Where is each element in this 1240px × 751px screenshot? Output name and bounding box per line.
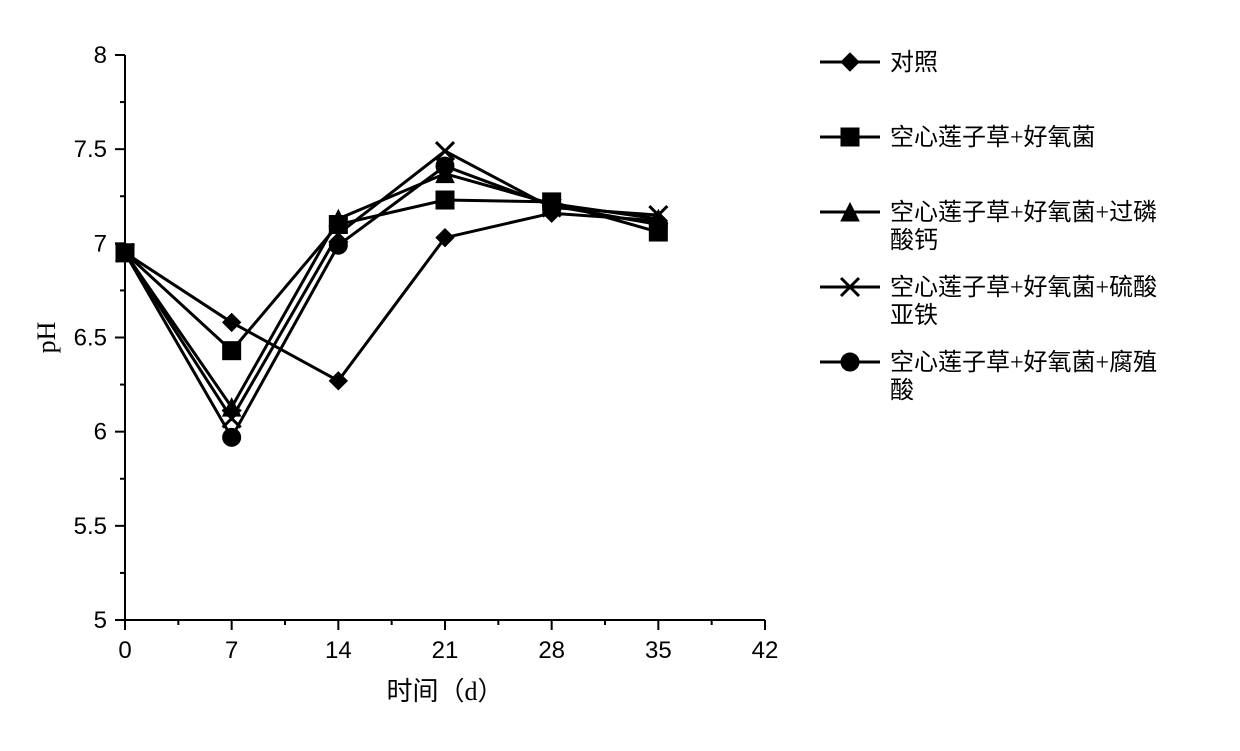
y-tick-label: 8 (94, 42, 107, 69)
x-tick-label: 14 (325, 637, 352, 664)
x-tick-label: 42 (752, 637, 779, 664)
y-tick-label: 6.5 (74, 325, 107, 352)
y-axis-title: pH (32, 321, 61, 353)
y-tick-label: 7 (94, 230, 107, 257)
x-tick-label: 0 (118, 637, 131, 664)
y-tick-label: 7.5 (74, 136, 107, 163)
x-axis-title: 时间（d） (386, 677, 503, 706)
x-tick-label: 21 (432, 637, 459, 664)
x-tick-label: 35 (645, 637, 672, 664)
ph-time-line-chart: 0 7 14 21 28 35 42 时间（d） 5 5.5 6 6.5 7 7.5 8 pH 对照空心莲子草+… (0, 0, 1240, 751)
y-tick-label: 5 (94, 607, 107, 634)
legend-label: 酸 (890, 377, 914, 404)
legend-label: 空心莲子草+好氧菌 (890, 124, 1096, 151)
legend-label: 亚铁 (890, 302, 938, 329)
legend-label: 对照 (890, 49, 938, 76)
legend-label: 空心莲子草+好氧菌+过磷 (890, 199, 1157, 226)
x-tick-label: 7 (225, 637, 238, 664)
x-tick-label: 28 (538, 637, 565, 664)
legend-label: 空心莲子草+好氧菌+硫酸 (890, 274, 1157, 301)
legend-label: 空心莲子草+好氧菌+腐殖 (890, 349, 1157, 376)
y-tick-label: 6 (94, 419, 107, 446)
legend-label: 酸钙 (890, 227, 938, 254)
y-tick-label: 5.5 (74, 513, 107, 540)
